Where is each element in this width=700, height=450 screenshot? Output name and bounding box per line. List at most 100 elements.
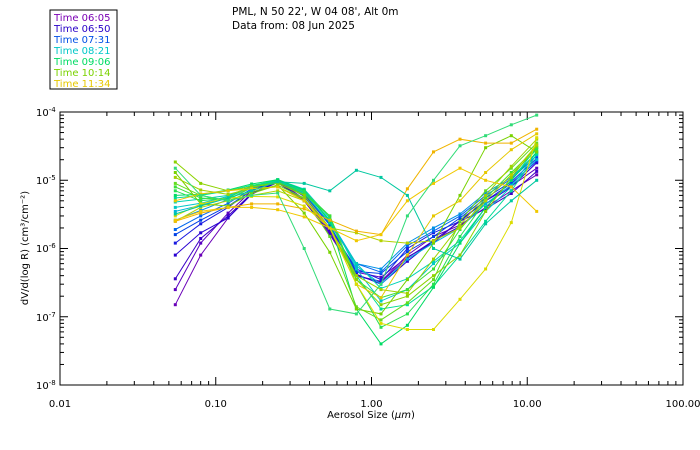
data-point [173,181,177,185]
data-point [432,239,435,243]
data-point [173,228,177,231]
data-point [432,278,435,282]
data-point [535,161,539,165]
data-point [458,216,462,220]
data-point [226,214,230,218]
data-point [173,205,177,209]
data-point [535,152,539,156]
data-point [250,187,254,191]
data-point [354,270,358,273]
data-point [379,270,383,274]
data-point [509,175,513,179]
data-point [276,191,280,195]
data-point [250,193,254,197]
data-point [328,231,332,235]
data-point [405,303,409,307]
data-point [379,296,383,300]
y-tick-label-1: 10-7 [36,311,56,324]
data-point [354,282,358,286]
data-point [276,202,280,206]
plot-area [59,111,684,386]
data-point [354,305,358,309]
data-point [458,223,462,227]
data-point [379,267,383,271]
data-point [405,199,409,203]
data-point [484,199,488,203]
data-point [405,247,409,250]
data-point [535,169,539,173]
data-point [302,204,306,208]
data-point [199,231,203,235]
x-tick-label-4: 100.00 [666,399,700,410]
legend-entry-4: Time 08:21 [53,46,110,57]
data-point [276,183,280,187]
data-point [405,257,409,261]
data-point [484,196,488,200]
data-point [302,188,306,192]
data-point [458,193,462,197]
data-point [509,183,513,187]
y-axis-title: dV/d(log R) (cm³/cm⁻²) [20,191,31,305]
data-point [535,113,539,117]
data-point [173,212,177,216]
x-axis-title: Aerosol Size (μm) [327,410,415,421]
data-point [509,173,513,177]
data-point [458,253,462,257]
data-point [226,201,230,205]
data-point [509,148,513,152]
data-point [379,275,383,279]
data-point [226,211,230,215]
data-point [535,158,539,162]
data-point [509,221,513,225]
x-tick-label-2: 1.00 [360,399,382,410]
data-point [509,181,513,185]
data-point [379,239,383,243]
data-point [458,239,462,243]
data-point [535,136,539,140]
data-point [354,231,358,235]
legend-box [49,9,118,90]
data-point [458,219,462,223]
data-point [432,181,435,185]
data-point [405,294,409,298]
data-point [484,134,488,138]
data-point [432,285,435,289]
data-point [354,267,358,271]
data-point [199,199,203,203]
data-point [484,171,488,174]
data-point [484,205,488,209]
data-point [458,212,462,216]
data-point [173,241,177,245]
data-point [535,127,539,131]
data-point [199,218,203,222]
data-point [250,205,254,209]
data-point [405,288,409,292]
data-point [199,196,203,200]
data-point [535,173,539,177]
series-s22 [173,127,539,237]
data-point [173,218,177,222]
y-tick-label-4: 10-4 [36,106,56,119]
y-axis-ticks [60,114,683,386]
legend-entry-5: Time 09:06 [53,57,110,68]
legend-entry-7: Time 11:34 [53,79,110,90]
data-point [328,229,332,233]
data-point [432,257,435,261]
data-point [432,282,435,286]
data-point [379,233,383,237]
series-s25 [173,168,539,261]
data-point [173,233,177,237]
data-point [509,199,513,203]
legend-entry-6: Time 10:14 [53,68,110,79]
data-point [535,178,539,182]
data-point [458,214,462,218]
data-point [250,202,254,206]
data-point [276,180,280,184]
x-tick-label-0: 0.01 [49,399,71,410]
chart-title-location: PML, N 50 22', W 04 08', Alt 0m [232,6,399,18]
data-point [484,178,488,182]
data-point [173,196,177,200]
data-point [405,253,409,257]
chart-title-date: Data from: 08 Jun 2025 [232,20,355,32]
data-point [328,307,332,311]
